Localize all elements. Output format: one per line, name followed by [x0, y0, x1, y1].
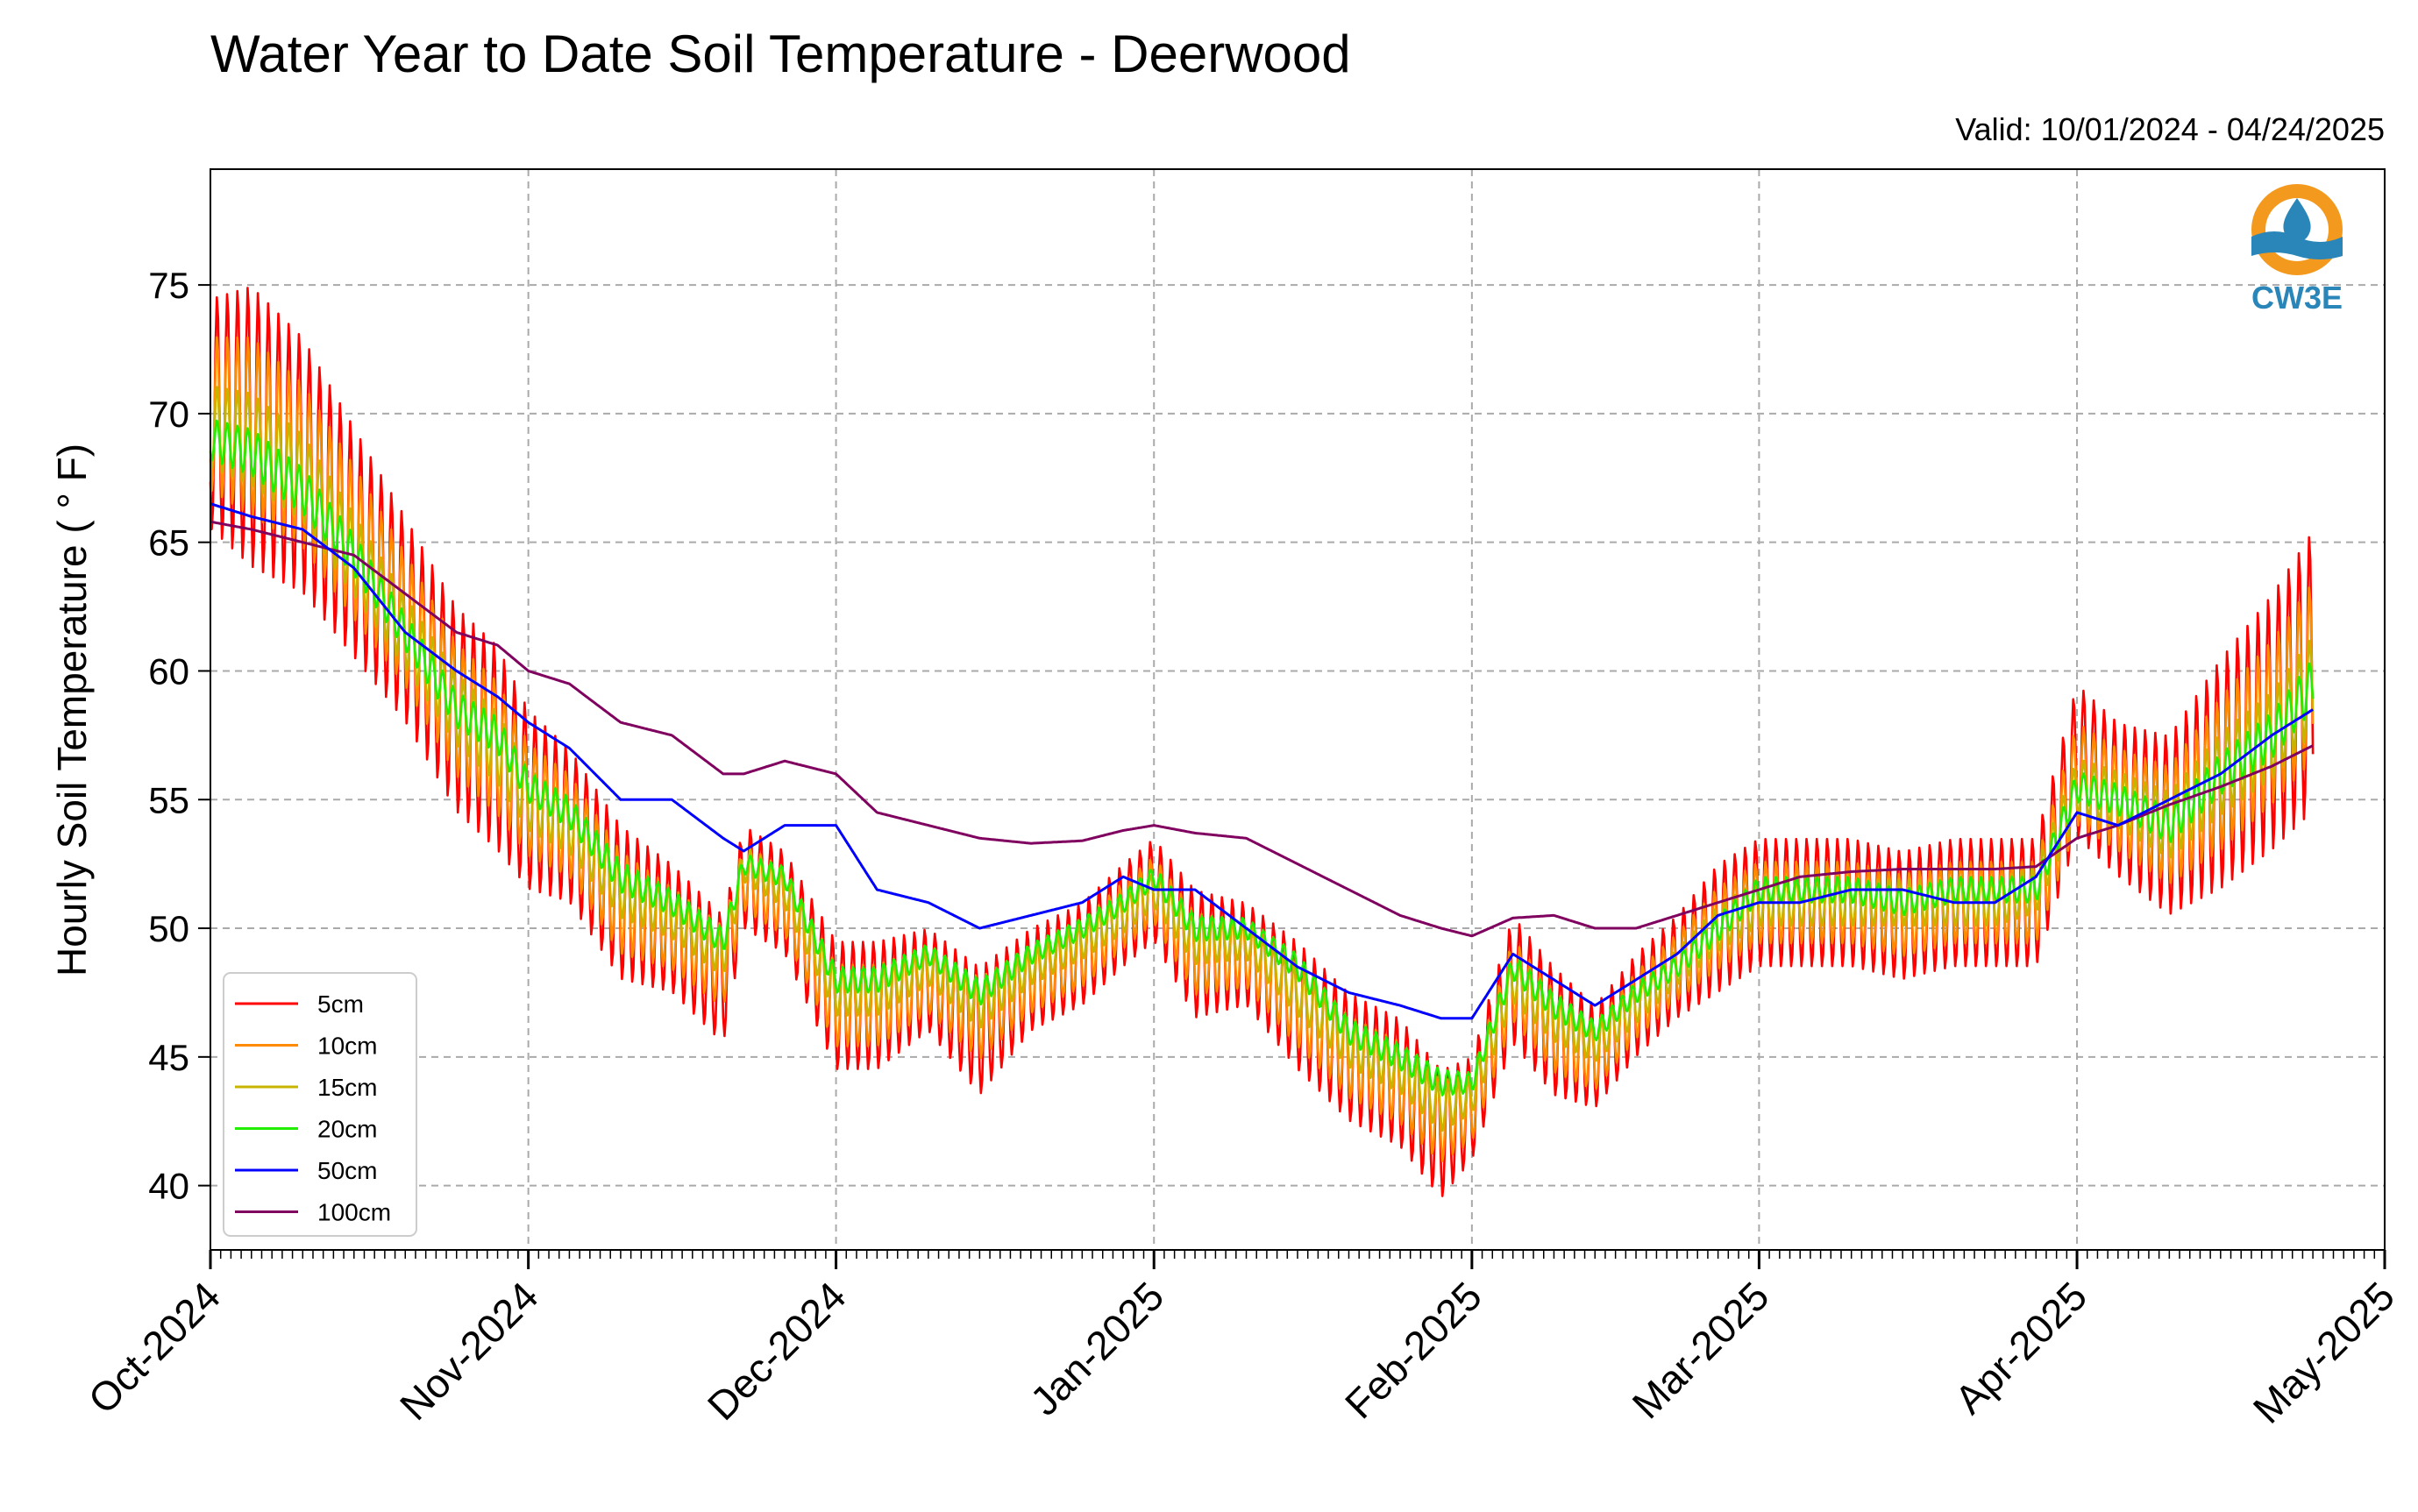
x-tick-label: Oct-2024 [80, 1273, 230, 1423]
x-tick-label: Dec-2024 [699, 1273, 855, 1429]
chart-title: Water Year to Date Soil Temperature - De… [210, 25, 1351, 83]
y-tick-label: 65 [148, 522, 189, 564]
legend: 5cm 10cm 15cm 20cm 50cm 100cm [223, 972, 417, 1237]
logo-text: CW3E [2251, 280, 2343, 316]
legend-label-50cm: 50cm [317, 1157, 377, 1184]
y-axis-ticks: 40 45 50 55 60 65 70 75 [148, 265, 210, 1207]
x-tick-label: Apr-2025 [1946, 1273, 2096, 1423]
series-lines [209, 287, 2315, 1197]
x-tick-label: May-2025 [2244, 1273, 2403, 1431]
y-tick-label: 75 [148, 265, 189, 306]
y-tick-label: 55 [148, 779, 189, 820]
x-tick-label: Nov-2024 [391, 1273, 547, 1429]
series-line-15cm [209, 386, 2315, 1132]
chart-subtitle: Valid: 10/01/2024 - 04/24/2025 [1955, 111, 2385, 147]
y-tick-label: 40 [148, 1166, 189, 1207]
legend-label-20cm: 20cm [317, 1116, 377, 1143]
x-tick-label: Feb-2025 [1336, 1273, 1490, 1427]
logo-drop-icon [2283, 198, 2311, 242]
x-tick-label: Jan-2025 [1021, 1273, 1172, 1423]
y-tick-label: 45 [148, 1037, 189, 1078]
logo-wave-icon [2251, 231, 2343, 259]
legend-label-10cm: 10cm [317, 1033, 377, 1060]
legend-label-5cm: 5cm [317, 990, 364, 1018]
legend-label-100cm: 100cm [317, 1199, 391, 1226]
grid-lines [210, 169, 2385, 1250]
x-tick-label: Mar-2025 [1624, 1273, 1778, 1427]
legend-label-15cm: 15cm [317, 1074, 377, 1101]
y-tick-label: 50 [148, 908, 189, 949]
x-axis-ticks: Oct-2024 Nov-2024 Dec-2024 Jan-2025 Feb-2025… [80, 1250, 2403, 1432]
series-line-20cm [209, 419, 2315, 1097]
plot-frame [210, 168, 2386, 1251]
y-axis-label: Hourly Soil Temperature ( ° F) [49, 444, 95, 976]
series-line-10cm [209, 336, 2315, 1162]
series-line-100cm [210, 520, 2314, 938]
y-tick-label: 70 [148, 394, 189, 435]
series-line-50cm [210, 502, 2314, 1020]
y-tick-label: 60 [148, 650, 189, 692]
cw3e-logo: CW3E [2251, 184, 2343, 316]
